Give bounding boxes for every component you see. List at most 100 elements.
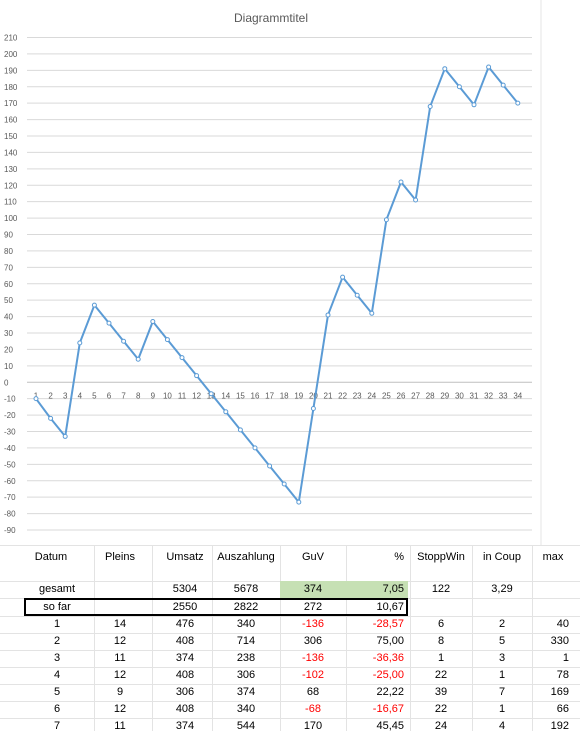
data-point[interactable] bbox=[325, 312, 331, 318]
sofar-umsatz[interactable]: 2550 bbox=[172, 601, 198, 613]
data-point[interactable] bbox=[427, 103, 433, 109]
cell-guv[interactable]: 170 bbox=[303, 720, 323, 732]
cell-max[interactable]: 169 bbox=[550, 686, 569, 698]
cell-stoppwin[interactable]: 24 bbox=[434, 720, 448, 732]
cell-datum[interactable]: 1 bbox=[53, 618, 61, 630]
gesamt-incoup[interactable]: 3,29 bbox=[491, 583, 513, 595]
data-point[interactable] bbox=[106, 320, 112, 326]
data-point[interactable] bbox=[77, 340, 83, 346]
header-percent[interactable]: % bbox=[394, 551, 404, 563]
data-point[interactable] bbox=[413, 197, 419, 203]
cell-pleins[interactable]: 9 bbox=[116, 686, 124, 698]
cell-percent[interactable]: -16,67 bbox=[372, 703, 404, 715]
cell-datum[interactable]: 3 bbox=[53, 652, 61, 664]
data-point[interactable] bbox=[442, 66, 448, 72]
data-point[interactable] bbox=[500, 82, 506, 88]
cell-max[interactable]: 78 bbox=[556, 669, 569, 681]
header-auszahlung[interactable]: Auszahlung bbox=[217, 551, 275, 563]
cell-guv[interactable]: -136 bbox=[301, 652, 325, 664]
data-point[interactable] bbox=[48, 415, 54, 421]
cell-stoppwin[interactable]: 6 bbox=[437, 618, 445, 630]
cell-datum[interactable]: 7 bbox=[53, 720, 61, 732]
cell-incoup[interactable]: 7 bbox=[498, 686, 506, 698]
data-point[interactable] bbox=[150, 319, 156, 325]
sofar-auszahlung[interactable]: 2822 bbox=[233, 601, 259, 613]
cell-percent[interactable]: -28,57 bbox=[372, 618, 404, 630]
cell-auszahlung[interactable]: 340 bbox=[236, 703, 256, 715]
cell-pleins[interactable]: 12 bbox=[113, 635, 127, 647]
data-point[interactable] bbox=[515, 100, 521, 106]
cell-percent[interactable]: -36,36 bbox=[372, 652, 404, 664]
cell-auszahlung[interactable]: 340 bbox=[236, 618, 256, 630]
data-point[interactable] bbox=[340, 274, 346, 280]
gesamt-guv[interactable]: 374 bbox=[280, 581, 346, 598]
cell-max[interactable]: 66 bbox=[556, 703, 569, 715]
cell-percent[interactable]: 45,45 bbox=[376, 720, 404, 732]
cell-datum[interactable]: 6 bbox=[53, 703, 61, 715]
cell-stoppwin[interactable]: 22 bbox=[434, 703, 448, 715]
data-point[interactable] bbox=[471, 102, 477, 108]
data-point[interactable] bbox=[208, 391, 214, 397]
data-point[interactable] bbox=[194, 373, 200, 379]
cell-max[interactable]: 330 bbox=[550, 635, 569, 647]
cell-datum[interactable]: 4 bbox=[53, 669, 61, 681]
cell-incoup[interactable]: 1 bbox=[498, 669, 506, 681]
cell-percent[interactable]: -25,00 bbox=[372, 669, 404, 681]
data-point[interactable] bbox=[354, 292, 360, 298]
data-point[interactable] bbox=[62, 433, 68, 439]
data-point[interactable] bbox=[179, 355, 185, 361]
data-point[interactable] bbox=[252, 445, 258, 451]
cell-umsatz[interactable]: 408 bbox=[175, 669, 195, 681]
data-point[interactable] bbox=[281, 481, 287, 487]
sofar-percent[interactable]: 10,67 bbox=[376, 601, 404, 613]
data-point[interactable] bbox=[91, 302, 97, 308]
cell-incoup[interactable]: 3 bbox=[498, 652, 506, 664]
cell-auszahlung[interactable]: 238 bbox=[236, 652, 256, 664]
header-datum[interactable]: Datum bbox=[34, 551, 68, 563]
header-umsatz[interactable]: Umsatz bbox=[166, 551, 204, 563]
cell-incoup[interactable]: 4 bbox=[498, 720, 506, 732]
spreadsheet[interactable]: Datum Pleins Umsatz Auszahlung GuV % Sto… bbox=[0, 545, 580, 732]
cell-incoup[interactable]: 5 bbox=[498, 635, 506, 647]
data-point[interactable] bbox=[121, 338, 127, 344]
gesamt-percent[interactable]: 7,05 bbox=[346, 581, 408, 598]
cell-stoppwin[interactable]: 1 bbox=[437, 652, 445, 664]
data-point[interactable] bbox=[223, 409, 229, 415]
cell-stoppwin[interactable]: 22 bbox=[434, 669, 448, 681]
data-point[interactable] bbox=[135, 356, 141, 362]
header-guv[interactable]: GuV bbox=[301, 551, 324, 563]
data-point[interactable] bbox=[486, 64, 492, 70]
cell-umsatz[interactable]: 374 bbox=[175, 720, 195, 732]
cell-umsatz[interactable]: 374 bbox=[175, 652, 195, 664]
cell-auszahlung[interactable]: 544 bbox=[236, 720, 256, 732]
data-point[interactable] bbox=[296, 499, 302, 505]
cell-umsatz[interactable]: 408 bbox=[175, 703, 195, 715]
sofar-label[interactable]: so far bbox=[43, 601, 71, 613]
cell-datum[interactable]: 2 bbox=[53, 635, 61, 647]
cell-auszahlung[interactable]: 306 bbox=[236, 669, 256, 681]
gesamt-umsatz[interactable]: 5304 bbox=[172, 583, 198, 595]
data-point[interactable] bbox=[398, 179, 404, 185]
header-pleins[interactable]: Pleins bbox=[105, 551, 135, 563]
cell-guv[interactable]: -102 bbox=[301, 669, 325, 681]
gesamt-stoppwin[interactable]: 122 bbox=[431, 583, 451, 595]
cell-guv[interactable]: -136 bbox=[301, 618, 325, 630]
cell-pleins[interactable]: 11 bbox=[114, 652, 126, 664]
cell-percent[interactable]: 22,22 bbox=[376, 686, 404, 698]
cell-umsatz[interactable]: 476 bbox=[175, 618, 195, 630]
chart-area[interactable]: Diagrammtitel 210 200 190 180 170 160 150 140 13… bbox=[0, 0, 580, 545]
cell-max[interactable]: 40 bbox=[556, 618, 569, 630]
sofar-guv[interactable]: 272 bbox=[303, 601, 323, 613]
data-point[interactable] bbox=[456, 84, 462, 90]
cell-pleins[interactable]: 12 bbox=[113, 703, 127, 715]
data-point[interactable] bbox=[267, 463, 273, 469]
cell-pleins[interactable]: 12 bbox=[113, 669, 127, 681]
data-point[interactable] bbox=[164, 337, 170, 343]
cell-guv[interactable]: 68 bbox=[306, 686, 320, 698]
cell-pleins[interactable]: 11 bbox=[114, 720, 126, 732]
cell-auszahlung[interactable]: 714 bbox=[236, 635, 256, 647]
data-point[interactable] bbox=[237, 427, 243, 433]
cell-umsatz[interactable]: 408 bbox=[175, 635, 195, 647]
cell-datum[interactable]: 5 bbox=[53, 686, 61, 698]
cell-max[interactable]: 192 bbox=[550, 720, 569, 732]
